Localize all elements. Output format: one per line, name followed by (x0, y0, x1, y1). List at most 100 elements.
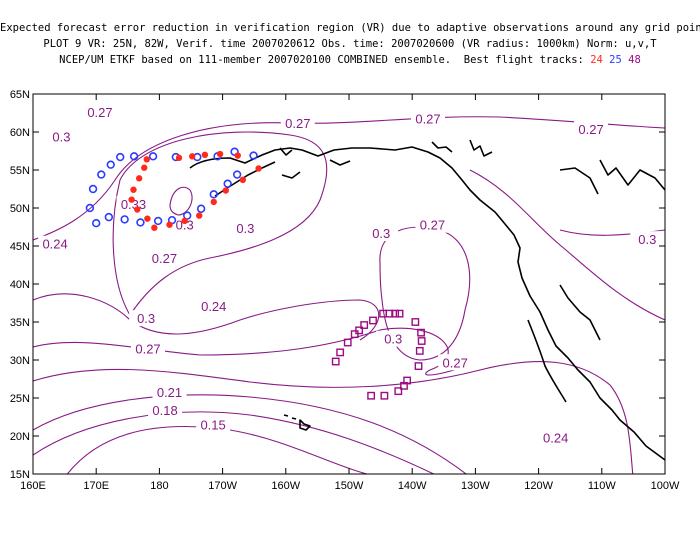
x-tick-label: 130W (461, 480, 490, 492)
flight-tracks (85, 147, 426, 400)
contour-label: 0.3 (137, 311, 155, 326)
title-line-1: Expected forecast error reduction in ver… (0, 22, 700, 34)
track-48-marker (360, 321, 369, 329)
track-25-marker (153, 216, 163, 226)
y-tick-label: 30N (10, 355, 30, 367)
contour-label: 0.3 (638, 232, 656, 247)
track-24-marker (143, 156, 150, 163)
contour-label: 0.24 (201, 299, 226, 314)
contour-label-background (129, 310, 164, 327)
contour-line-6 (33, 293, 380, 341)
coastline-segment-13 (291, 417, 297, 420)
contour-label: 0.3 (372, 226, 390, 241)
contour-label: 0.27 (135, 342, 160, 357)
contour-label-background (82, 104, 117, 121)
track-25-marker (104, 212, 114, 222)
track-48-marker (385, 309, 394, 318)
coastline-segment-14 (283, 414, 289, 417)
track-25-marker (85, 203, 95, 213)
coastline-segment-9 (281, 171, 301, 179)
title-line-3: NCEP/UM ETKF based on 111-member 2007020… (0, 54, 700, 67)
track-label-48: 48 (628, 54, 641, 66)
y-tick-label: 15N (10, 469, 30, 481)
track-25-marker (148, 152, 158, 161)
track-24-marker (166, 221, 173, 228)
track-24-marker (135, 175, 143, 182)
y-tick-label: 20N (10, 431, 30, 443)
track-48-marker (367, 391, 376, 400)
contour-label-background (280, 114, 315, 131)
contour-label: 0.3 (52, 130, 70, 145)
map-axes: 160E 170E 180 170W 160W 150W 140W 130W 120W 110W 1… (10, 89, 680, 492)
contour-label-background (196, 416, 231, 433)
y-tick-label: 35N (10, 317, 30, 329)
track-25-marker (249, 151, 258, 160)
title-line-3-text: NCEP/UM ETKF based on 111-member 2007020… (59, 54, 591, 66)
track-48-marker (336, 348, 345, 357)
contour-lines (33, 116, 665, 474)
track-48-marker (417, 337, 426, 345)
track-25-marker (91, 219, 101, 228)
track-label-24: 24 (590, 54, 603, 66)
contour-label-background (196, 298, 231, 315)
track-48-marker (415, 346, 424, 355)
track-48-marker (411, 318, 420, 326)
contour-label: 0.3 (176, 218, 194, 233)
track-24-marker (216, 150, 224, 158)
track-25-marker (196, 204, 206, 213)
x-tick-label: 170W (208, 480, 237, 492)
contour-label: 0.15 (200, 418, 225, 433)
track-24-marker (255, 165, 262, 172)
contour-label-background (148, 402, 183, 419)
contour-label: 0.27 (420, 218, 445, 233)
track-24-marker (128, 196, 135, 203)
track-25-marker (120, 215, 129, 224)
contour-line-9 (169, 186, 193, 216)
contour-label-background (630, 231, 665, 248)
contour-label-background (415, 216, 450, 233)
track-48-marker (391, 309, 400, 318)
track-48-marker (343, 338, 352, 347)
contour-label-background (38, 235, 73, 252)
contour-label-background (116, 196, 151, 213)
contour-label: 0.24 (543, 431, 568, 446)
track-48-marker (369, 316, 377, 325)
x-tick-label: 100W (651, 480, 680, 492)
coastline-segment-5 (469, 139, 493, 157)
contour-label: 0.24 (42, 237, 67, 252)
coastline-segment-10 (329, 159, 351, 166)
y-tick-label: 25N (10, 393, 30, 405)
track-label-25: 25 (609, 54, 622, 66)
y-tick-label: 60N (10, 127, 30, 139)
contour-label-background (538, 429, 573, 446)
contour-line-3 (33, 394, 467, 474)
contour-line-2 (33, 411, 435, 474)
contour-line-4 (33, 361, 634, 474)
coastlines (189, 139, 665, 461)
track-25-marker (209, 190, 218, 199)
title-line-2: PLOT 9 VR: 25N, 82W, Verif. time 2007020… (43, 38, 657, 50)
contour-label: 0.18 (152, 403, 177, 418)
contour-label: 0.27 (152, 251, 177, 266)
coastline-segment-3 (559, 284, 601, 341)
contour-label: 0.3 (384, 332, 402, 347)
track-25-marker (97, 170, 106, 179)
track-48-marker (400, 381, 408, 390)
x-tick-label: 160E (20, 480, 46, 492)
track-24-marker (134, 206, 141, 213)
contour-label: 0.27 (578, 122, 603, 137)
track-24-marker (201, 151, 209, 158)
contour-label-background (411, 110, 445, 127)
track-25-marker (88, 184, 98, 194)
track-25-marker (129, 152, 139, 161)
track-25-marker (136, 218, 145, 227)
contour-labels: 0.30.270.27 0.270.270.330.3 0.3 0.270.3 0.30… (38, 104, 665, 446)
x-tick-label: 180 (150, 480, 168, 492)
contour-label-background (376, 330, 411, 347)
track-48-marker (355, 326, 364, 335)
contour-label: 0.27 (285, 116, 310, 131)
x-tick-label: 120W (524, 480, 553, 492)
track-24-marker (189, 153, 196, 160)
track-25-marker (116, 152, 125, 162)
